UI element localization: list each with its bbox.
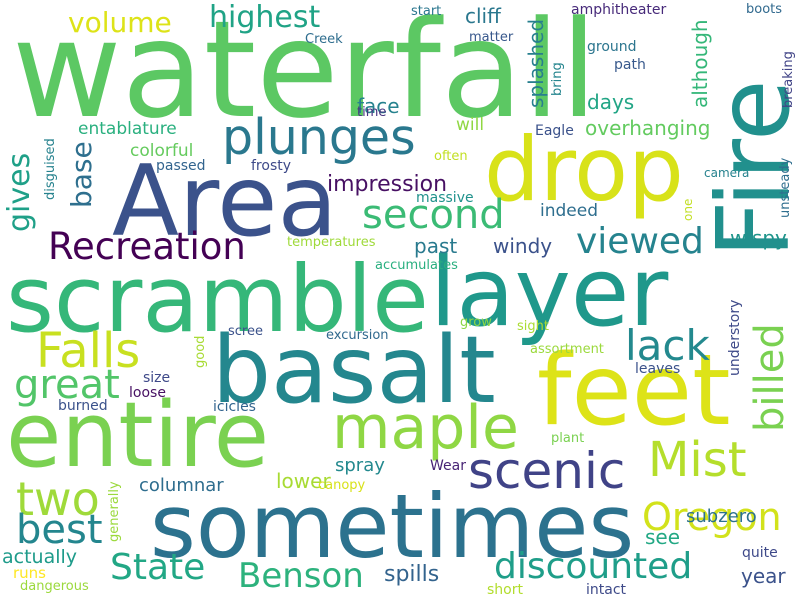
word-windy: windy (493, 234, 553, 258)
word-recreation: Recreation (48, 225, 246, 268)
word-massive: massive (416, 190, 474, 206)
word-wear: Wear (430, 458, 466, 474)
word-colorful: colorful (130, 141, 194, 161)
word-quite: quite (742, 545, 778, 561)
word-breaking: breaking (781, 51, 796, 108)
word-matter: matter (469, 30, 514, 45)
word-impression: impression (327, 172, 448, 197)
word-unsteady: unsteady (778, 157, 793, 218)
word-face: face (357, 94, 400, 118)
word-passed: passed (156, 158, 206, 174)
word-mist: Mist (648, 432, 747, 488)
word-understory: understory (727, 299, 743, 376)
word-often: often (434, 149, 468, 164)
word-two: two (16, 472, 100, 526)
word-oregon: Oregon (642, 495, 782, 539)
word-canopy: canopy (318, 478, 366, 493)
word-subzero: subzero (686, 506, 757, 527)
word-runs: runs (13, 564, 46, 582)
word-lower: lower (276, 469, 331, 493)
word-camera: camera (704, 166, 750, 180)
word-sight: sight (517, 319, 549, 334)
word-entire: entire (6, 383, 270, 488)
word-volume: volume (68, 6, 172, 39)
word-highest: highest (209, 0, 321, 35)
word-base: base (65, 141, 98, 208)
word-burned: burned (58, 398, 108, 414)
word-past: past (414, 234, 458, 258)
word-leaves: leaves (635, 361, 681, 377)
word-year: year (741, 564, 786, 588)
word-splashed: splashed (524, 18, 548, 108)
word-creek: Creek (305, 32, 343, 47)
word-great: great (14, 362, 120, 408)
word-path: path (614, 57, 646, 73)
word-benson: Benson (238, 556, 364, 596)
word-falls: Falls (36, 323, 141, 379)
word-actually: actually (2, 546, 78, 568)
word-size: size (143, 370, 171, 386)
word-feet: feet (537, 334, 731, 448)
word-scree: scree (228, 324, 263, 339)
word-frosty: frosty (251, 158, 292, 174)
word-spills: spills (384, 562, 440, 587)
word-lack: lack (625, 321, 710, 370)
word-plunges: plunges (222, 109, 416, 166)
word-state: State (110, 547, 206, 588)
word-drop: drop (484, 118, 684, 221)
word-maple: maple (332, 393, 519, 463)
word-accumulates: accumulates (375, 258, 458, 273)
word-waterfall: waterfall (12, 0, 598, 148)
word-start: start (411, 4, 442, 19)
word-short: short (487, 582, 523, 598)
word-sometimes: sometimes (150, 475, 635, 578)
word-icicles: icicles (213, 399, 256, 415)
word-will: will (456, 115, 485, 135)
word-dangerous: dangerous (20, 579, 89, 594)
word-layer: layer (430, 238, 669, 348)
word-columnar: columnar (139, 475, 224, 496)
word-spray: spray (335, 455, 385, 476)
word-disguised: disguised (43, 138, 58, 200)
word-gives: gives (2, 152, 37, 232)
word-area: Area (112, 145, 338, 259)
word-ground: ground (587, 39, 637, 55)
word-intact: intact (586, 582, 627, 598)
word-viewed: viewed (576, 221, 704, 262)
word-plant: plant (551, 431, 585, 446)
word-although: although (688, 19, 712, 108)
word-generally: generally (107, 481, 122, 542)
word-basalt: basalt (212, 316, 496, 424)
word-excursion: excursion (326, 328, 389, 343)
word-one: one (681, 198, 695, 221)
word-cliff: cliff (465, 4, 501, 28)
word-entablature: entablature (78, 119, 177, 139)
word-scenic: scenic (468, 442, 626, 500)
word-eagle: Eagle (535, 123, 574, 139)
word-loose: loose (129, 385, 166, 401)
word-boots: boots (746, 2, 783, 17)
word-best: best (16, 507, 103, 553)
word-billed: billed (747, 323, 793, 432)
word-indeed: indeed (540, 201, 598, 221)
word-see: see (645, 525, 681, 549)
word-discounted: discounted (494, 546, 693, 587)
word-time: time (357, 105, 387, 120)
word-scramble: scramble (6, 246, 429, 353)
word-grow: grow (460, 315, 492, 330)
word-wispy: wispy (730, 226, 787, 250)
word-second: second (362, 192, 505, 238)
word-amphitheater: amphitheater (571, 2, 667, 18)
word-days: days (587, 90, 635, 114)
word-assortment: assortment (530, 342, 604, 357)
word-bring: bring (550, 62, 565, 96)
word-temperatures: temperatures (287, 235, 376, 250)
word-overhanging: overhanging (585, 116, 711, 140)
word-good: good (193, 335, 208, 368)
